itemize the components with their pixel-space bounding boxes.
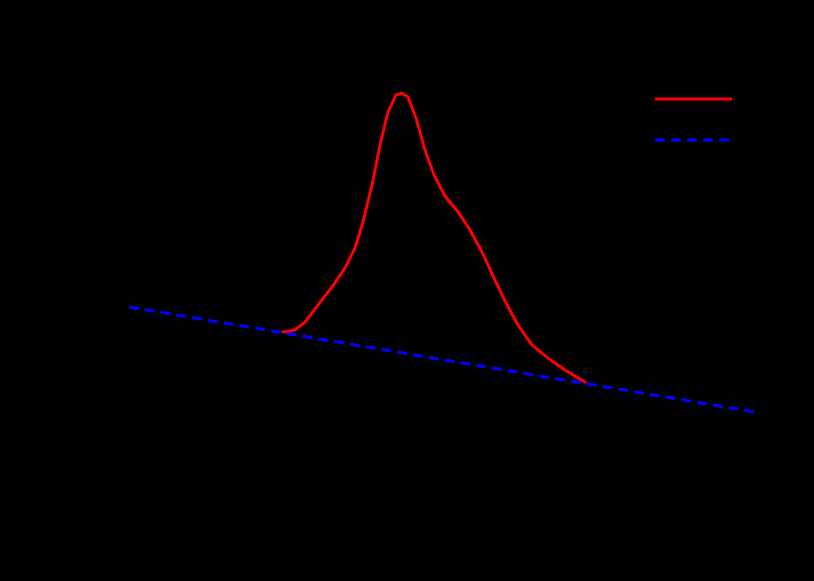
series-blue-dashed-line (128, 305, 756, 414)
legend (655, 97, 732, 142)
series-red-curve (281, 91, 587, 384)
